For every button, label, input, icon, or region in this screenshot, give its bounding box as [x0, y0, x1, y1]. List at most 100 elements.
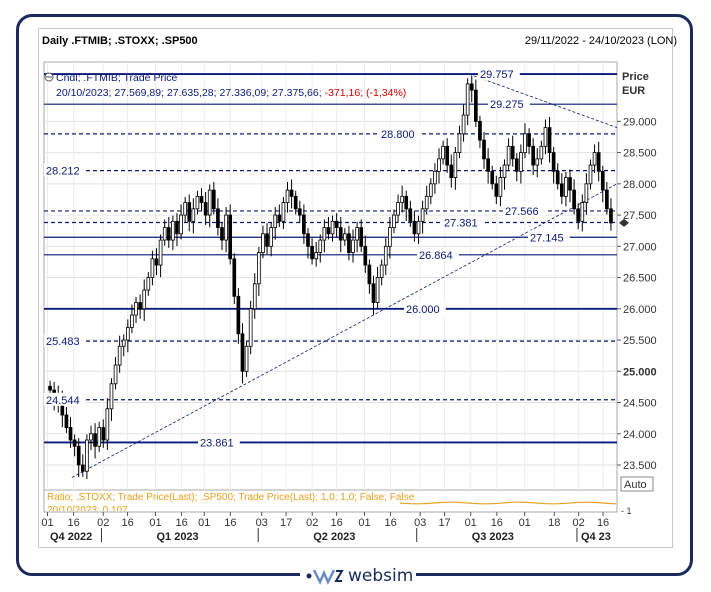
candle-body — [433, 170, 437, 185]
candle-body — [64, 414, 69, 428]
candle-body — [502, 164, 507, 178]
candle-body — [363, 245, 368, 266]
candle-body — [89, 433, 93, 441]
x-tick-label: 02 — [97, 517, 109, 529]
level-label-bg — [44, 334, 86, 348]
quarter-label: Q4 2022 — [50, 531, 92, 543]
candle-body — [396, 202, 400, 216]
candle-body — [465, 83, 470, 116]
y-tick-label: 24.500 — [623, 398, 657, 410]
candle-body — [449, 164, 454, 178]
candle-body — [76, 445, 81, 466]
candle-body — [232, 258, 237, 297]
candle-body — [453, 152, 458, 178]
ratio-line — [399, 501, 617, 505]
auto-scale-button[interactable] — [620, 476, 654, 492]
candle-body — [588, 164, 593, 185]
candle-body — [600, 170, 605, 191]
candle-body — [150, 258, 155, 278]
x-tick-label: 16 — [597, 517, 609, 529]
candle-body — [334, 220, 339, 228]
x-axis-ticks: 01 16 02 16 01 16 01 16 03 17 02 16 01 16 03 17 01 16 01 18… — [41, 512, 611, 543]
candle-body — [158, 239, 163, 266]
candle-body — [408, 208, 413, 222]
candle-body — [236, 295, 241, 335]
x-tick-label: 16 — [384, 517, 396, 529]
candle-body — [162, 227, 167, 241]
candle-body — [191, 208, 196, 222]
legend-change: -371,16; (-1,34%) — [325, 87, 407, 99]
candle-body — [605, 189, 609, 210]
y-tick-label: 25.000 — [623, 366, 657, 378]
x-tick-label: 03 — [256, 517, 268, 529]
x-tick-label: 01 — [358, 517, 370, 529]
candle-body — [572, 189, 576, 210]
candle-body — [330, 220, 335, 235]
y-tick-label: 28.500 — [623, 148, 657, 160]
level-label: 28.212 — [46, 166, 80, 178]
candle-body — [224, 214, 228, 241]
level-label-bg — [198, 435, 240, 449]
candle-body — [269, 227, 273, 247]
candle-body — [580, 202, 585, 222]
candle-body — [375, 277, 380, 303]
candle-body — [469, 83, 474, 91]
candle-body — [261, 233, 265, 253]
trend-lines — [71, 73, 617, 478]
x-tick-label: 02 — [573, 517, 585, 529]
candle-body — [121, 339, 126, 347]
candle-body — [228, 214, 233, 260]
plot-border — [43, 61, 618, 513]
x-tick-label: 01 — [41, 517, 53, 529]
candle-body — [179, 214, 183, 235]
last-price-marker — [619, 218, 629, 227]
level-label: 24.544 — [46, 395, 80, 407]
x-tick-label: 01 — [465, 517, 477, 529]
candle-body — [220, 227, 224, 241]
candle-body — [490, 170, 495, 185]
level-label: 26.864 — [419, 250, 453, 262]
candle-body — [535, 158, 540, 166]
candle-body — [388, 227, 392, 247]
level-label: 26.000 — [406, 304, 440, 316]
candle-body — [248, 308, 253, 347]
candle-body — [195, 195, 200, 210]
level-label-bg — [404, 301, 446, 315]
candle-body — [457, 133, 462, 153]
candle-body — [514, 158, 519, 172]
level-label-bg — [379, 126, 421, 140]
ratio-legend-line1: Ratio; .STOXX; Trade Price(Last); .SP500… — [47, 492, 415, 503]
candle-body — [437, 158, 441, 172]
candle-body — [539, 145, 544, 160]
legend-ohlc: 20/10/2023; 27.569,89; 27.635,28; 27.336… — [56, 87, 325, 99]
y-tick-label: 29.000 — [623, 116, 657, 128]
candle-body — [355, 227, 359, 241]
candle-body — [351, 239, 355, 253]
candle-body — [576, 208, 581, 222]
chart-title: Daily .FTMIB; .STOXX; .SP500 — [42, 35, 198, 47]
level-label-bg — [478, 67, 520, 81]
candle-body — [428, 183, 433, 197]
quarter-label: Q1 2023 — [156, 531, 198, 543]
level-label-bg — [417, 247, 459, 261]
candle-body — [510, 145, 515, 160]
candle-body — [347, 233, 351, 253]
level-label-bg — [503, 203, 545, 217]
candle-body — [498, 177, 503, 197]
candle-body — [424, 195, 429, 210]
candle-body — [154, 258, 159, 266]
y-axis-ticks: 29.000 28.500 28.000 27.500 27.000 26.500 26.0… — [617, 116, 657, 472]
x-tick-label: 16 — [175, 517, 187, 529]
y-tick-label: 24.000 — [623, 429, 657, 441]
candle-body — [523, 133, 527, 153]
x-tick-label: 16 — [224, 517, 236, 529]
candle-body — [240, 333, 245, 372]
y-tick-label: 27.500 — [623, 210, 657, 222]
candle-body — [416, 220, 421, 235]
date-range: 29/11/2022 - 24/10/2023 (LON) — [524, 35, 677, 47]
candle-body — [559, 183, 564, 197]
candle-body — [277, 214, 282, 222]
x-tick-label: 18 — [548, 517, 560, 529]
candle-body — [367, 264, 372, 285]
candle-body — [383, 245, 388, 266]
